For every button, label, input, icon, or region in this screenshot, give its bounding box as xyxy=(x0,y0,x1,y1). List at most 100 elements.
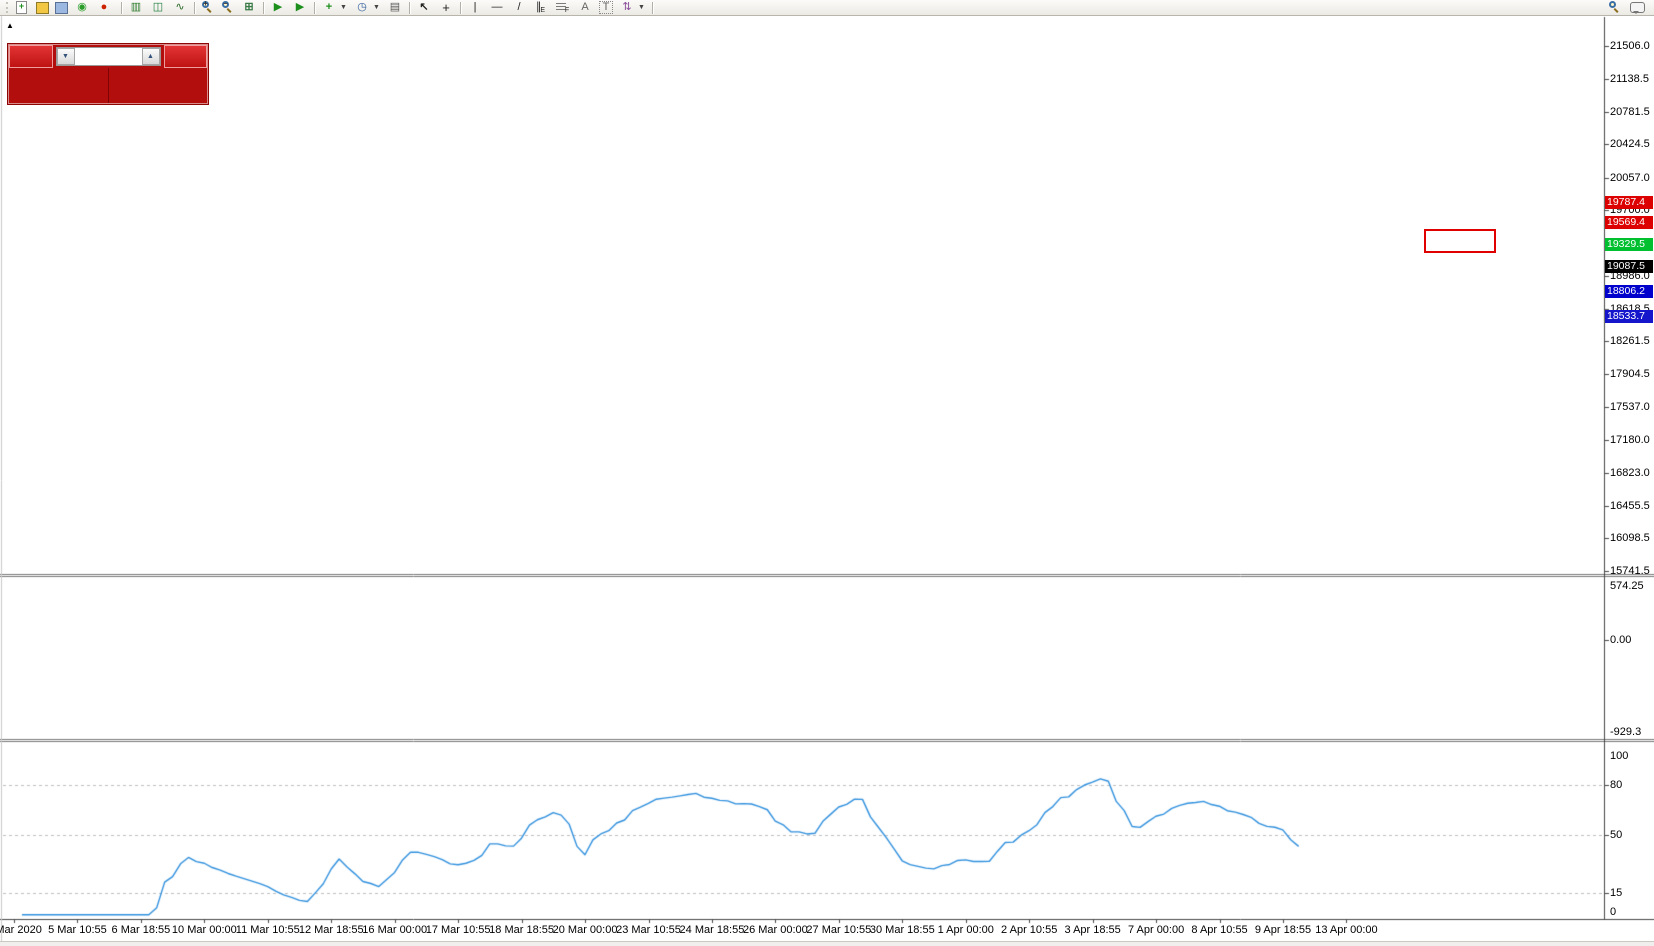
toolbar-separator xyxy=(194,1,195,14)
new-chart-icon xyxy=(36,1,49,14)
price-axis-tick: 17180.0 xyxy=(1610,434,1650,446)
equidistant-channel-icon: ∥ E xyxy=(535,1,546,14)
candlestick-chart-icon: ◫ xyxy=(152,1,164,13)
chevron-down-icon: ▼ xyxy=(373,4,380,11)
time-axis-label: 6 Mar 18:55 xyxy=(111,924,171,936)
bar-chart-icon: ▥ xyxy=(130,1,142,13)
current-price-badge: 19087.5 xyxy=(1605,260,1653,273)
search-icon[interactable] xyxy=(1608,1,1622,14)
text-button[interactable]: A xyxy=(574,0,596,15)
zoom-in-button[interactable]: + xyxy=(198,0,218,15)
strategy-tester-icon: ▶ xyxy=(273,1,283,13)
arrows-button[interactable]: ⇅ ▼ xyxy=(616,0,649,15)
toolbar-separator xyxy=(460,1,461,14)
time-axis-label: 18 Mar 18:55 xyxy=(489,924,555,936)
price-axis-tick: 20057.0 xyxy=(1610,172,1650,184)
time-axis-label: 10 Mar 00:00 xyxy=(171,924,237,936)
vertical-line-icon: | xyxy=(473,1,477,13)
line-chart-button[interactable]: ∿ xyxy=(169,0,191,15)
tile-windows-icon: ⊞ xyxy=(244,1,254,13)
autotrading-icon: ● xyxy=(100,1,108,13)
macd-axis-zero: 0.00 xyxy=(1610,634,1632,646)
toolbar-separator xyxy=(652,1,653,14)
text-label-icon: T xyxy=(599,1,613,14)
rsi-axis-100: 100 xyxy=(1610,750,1629,762)
toolbar-separator xyxy=(263,1,264,14)
sell-button[interactable] xyxy=(9,45,53,68)
vertical-line-button[interactable]: | xyxy=(464,0,486,15)
rsi-axis-0: 0 xyxy=(1610,906,1617,918)
price-axis-tick: 21138.5 xyxy=(1610,73,1649,85)
time-axis-label: 20 Mar 00:00 xyxy=(552,924,618,936)
time-axis-label: 2 Apr 10:55 xyxy=(1001,924,1058,936)
sell-price-area[interactable] xyxy=(9,68,109,103)
arrows-icon: ⇅ xyxy=(622,1,632,13)
templates-icon: ▤ xyxy=(389,1,401,13)
time-axis-label: 16 Mar 00:00 xyxy=(362,924,428,936)
data-window-icon: ▶ xyxy=(295,1,305,13)
profiles-button[interactable] xyxy=(52,0,71,15)
time-axis-label: 9 Apr 18:55 xyxy=(1254,924,1312,936)
time-axis-label: 7 Apr 00:00 xyxy=(1127,924,1185,936)
data-window-button[interactable]: ▶ xyxy=(289,0,311,15)
autotrading-button[interactable]: ● xyxy=(93,0,118,15)
fibonacci-button[interactable]: F xyxy=(552,0,574,15)
time-axis-label: 26 Mar 00:00 xyxy=(742,924,808,936)
new-order-button[interactable] xyxy=(13,0,33,15)
strategy-tester-button[interactable]: ▶ xyxy=(267,0,289,15)
trendline-button[interactable]: / xyxy=(508,0,530,15)
add-indicator-icon: + xyxy=(325,1,333,13)
signals-icon: ◉ xyxy=(77,1,87,13)
chat-icon[interactable] xyxy=(1630,2,1645,14)
time-axis-label: 8 Apr 10:55 xyxy=(1191,924,1248,936)
main-toolbar: ◉ ● ▥ ◫ ∿ + − ⊞ ▶ ▶ +▼ ◷▼ ▤ ↖ + | — / ∥E… xyxy=(0,0,1654,16)
channel-button[interactable]: ∥ E xyxy=(530,0,552,15)
time-axis-label: 12 Mar 18:55 xyxy=(298,924,364,936)
macd-axis-max: 574.25 xyxy=(1610,580,1644,592)
tile-windows-button[interactable]: ⊞ xyxy=(238,0,260,15)
new-order-icon xyxy=(16,1,27,14)
bar-chart-button[interactable]: ▥ xyxy=(125,0,147,15)
fibonacci-icon: F xyxy=(555,1,571,14)
one-click-trading-panel: ▼ ▲ xyxy=(7,43,209,105)
signals-button[interactable]: ◉ xyxy=(71,0,93,15)
time-axis-label: 11 Mar 10:55 xyxy=(235,924,300,936)
horizontal-line-button[interactable]: — xyxy=(486,0,508,15)
cursor-button[interactable]: ↖ xyxy=(413,0,435,15)
text-label-button[interactable]: T xyxy=(596,0,616,15)
trendline-icon: / xyxy=(517,1,521,13)
price-axis-tick: 18261.5 xyxy=(1610,335,1650,347)
price-axis-tick: 21506.0 xyxy=(1610,40,1650,52)
time-axis-label: 30 Mar 18:55 xyxy=(869,924,935,936)
time-axis-label: 1 Apr 00:00 xyxy=(937,924,994,936)
toolbar-separator xyxy=(409,1,410,14)
price-axis-tick: 16455.5 xyxy=(1610,500,1650,512)
zoom-out-button[interactable]: − xyxy=(218,0,238,15)
chevron-down-icon: ▼ xyxy=(638,4,645,11)
panel-toggle-icon[interactable]: ▲ xyxy=(6,21,14,30)
price-axis-tick: 16098.5 xyxy=(1610,532,1650,544)
level-price-badge: 19329.5 xyxy=(1605,238,1653,251)
level-price-badge: 19569.4 xyxy=(1605,216,1653,229)
time-axis-label: 27 Mar 10:55 xyxy=(806,924,872,936)
crosshair-button[interactable]: + xyxy=(435,0,457,15)
level-price-badge: 18806.2 xyxy=(1605,285,1653,298)
toolbar-separator xyxy=(314,1,315,14)
add-indicator-button[interactable]: + ▼ xyxy=(318,0,351,15)
line-chart-icon: ∿ xyxy=(175,1,185,13)
level-price-badge: 18533.7 xyxy=(1605,310,1653,323)
price-axis-tick: 20424.5 xyxy=(1610,138,1650,150)
templates-button[interactable]: ▤ xyxy=(384,0,406,15)
time-axis-label: 23 Mar 10:55 xyxy=(616,924,681,936)
buy-button[interactable] xyxy=(163,45,207,68)
volume-input[interactable] xyxy=(74,48,142,65)
periods-button[interactable]: ◷ ▼ xyxy=(351,0,384,15)
new-chart-button[interactable] xyxy=(33,0,52,15)
buy-price-area[interactable] xyxy=(109,68,208,103)
volume-decrease-button[interactable]: ▼ xyxy=(56,48,75,65)
candlestick-chart-button[interactable]: ◫ xyxy=(147,0,169,15)
volume-increase-button[interactable]: ▲ xyxy=(141,48,160,65)
zoom-in-icon: + xyxy=(201,0,215,14)
time-axis-label: 4 Mar 2020 xyxy=(0,924,42,936)
